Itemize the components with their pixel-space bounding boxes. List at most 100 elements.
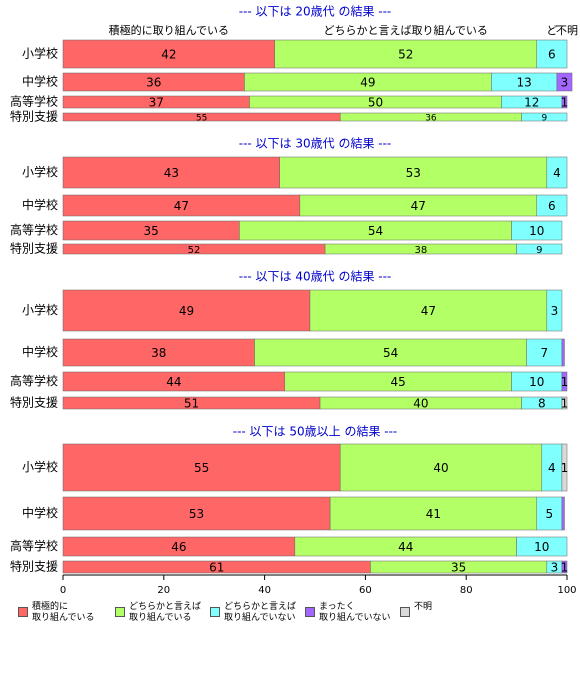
bar-segment bbox=[62, 443, 341, 492]
legend-label: 積極的に 取り組んでいる bbox=[32, 602, 95, 623]
bar-segment bbox=[329, 496, 538, 531]
x-tick-label: 100 bbox=[557, 585, 576, 596]
bar-segment bbox=[339, 443, 543, 492]
value-label: 44 bbox=[398, 540, 413, 554]
bar-segment bbox=[516, 243, 563, 255]
legend-swatch bbox=[115, 607, 125, 617]
value-label: 50 bbox=[368, 96, 383, 110]
value-label: 36 bbox=[146, 76, 161, 90]
value-label: 45 bbox=[391, 375, 406, 389]
category-label: 特別支援 bbox=[10, 241, 58, 256]
category-label: 高等学校 bbox=[10, 373, 58, 388]
panel-title: --- 以下は 30歳代 の結果 --- bbox=[239, 137, 392, 151]
x-tick-label: 40 bbox=[258, 585, 271, 596]
bar-segment bbox=[561, 496, 565, 531]
panel-title: --- 以下は 40歳代 の結果 --- bbox=[239, 270, 392, 284]
category-label: 中学校 bbox=[22, 344, 58, 359]
value-label: 55 bbox=[196, 114, 207, 124]
bar-segment bbox=[561, 338, 565, 367]
bar-segment bbox=[516, 536, 568, 557]
legend-label: まったく 取り組んでいない bbox=[319, 602, 391, 623]
value-label: 6 bbox=[548, 199, 556, 213]
x-tick-label: 60 bbox=[359, 585, 372, 596]
value-label: 47 bbox=[174, 199, 189, 213]
category-label: 中学校 bbox=[22, 197, 58, 212]
legend-item: どちらかと言えば 取り組んでいる bbox=[115, 602, 201, 624]
legend-item: 積極的に 取り組んでいる bbox=[18, 602, 95, 624]
value-label: 4 bbox=[548, 461, 556, 475]
value-label: 1 bbox=[561, 375, 569, 389]
legend-label: どちらかと言えば 取り組んでいる bbox=[129, 602, 202, 623]
column-header: どちらかと言えば取り組んでいる bbox=[323, 24, 487, 37]
x-tick-label: 20 bbox=[157, 585, 170, 596]
value-label: 51 bbox=[184, 397, 199, 411]
value-label: 12 bbox=[524, 96, 539, 110]
value-label: 5 bbox=[546, 507, 554, 521]
value-label: 4 bbox=[553, 166, 561, 180]
category-label: 中学校 bbox=[22, 505, 58, 520]
value-label: 47 bbox=[421, 304, 436, 318]
value-label: 3 bbox=[551, 304, 559, 318]
value-label: 35 bbox=[144, 224, 159, 238]
bar-segment bbox=[561, 95, 568, 109]
category-label: 小学校 bbox=[22, 459, 58, 474]
bar-segment bbox=[536, 194, 568, 217]
category-label: 特別支援 bbox=[10, 395, 58, 410]
value-label: 6 bbox=[548, 48, 556, 62]
bar-segment bbox=[561, 560, 568, 574]
value-label: 43 bbox=[164, 166, 179, 180]
value-label: 42 bbox=[161, 48, 176, 62]
bar-segment bbox=[254, 338, 527, 367]
value-label: 54 bbox=[383, 346, 398, 360]
bar-segment bbox=[62, 289, 311, 332]
legend-label: 不明 bbox=[414, 602, 433, 612]
value-label: 10 bbox=[534, 540, 549, 554]
value-label: 41 bbox=[426, 507, 441, 521]
value-label: 40 bbox=[413, 397, 428, 411]
value-label: 1 bbox=[561, 561, 569, 575]
value-label: 49 bbox=[179, 304, 194, 318]
category-label: 中学校 bbox=[22, 74, 58, 89]
bar-segment bbox=[546, 156, 568, 189]
value-label: 36 bbox=[425, 114, 437, 124]
bar-segment bbox=[279, 156, 548, 189]
bar-segment bbox=[561, 371, 568, 392]
column-header: ど bbox=[546, 24, 557, 37]
bar-segment bbox=[274, 39, 538, 69]
value-label: 47 bbox=[411, 199, 426, 213]
value-label: 3 bbox=[551, 561, 559, 575]
legend-item: どちらかと言えば 取り組んでいない bbox=[210, 602, 296, 624]
category-label: 小学校 bbox=[22, 302, 58, 317]
bar-segment bbox=[561, 396, 568, 410]
value-label: 1 bbox=[561, 96, 569, 110]
legend: 積極的に 取り組んでいる どちらかと言えば 取り組んでいる どちらかと言えば 取り組… bbox=[0, 602, 580, 642]
value-label: 40 bbox=[433, 461, 448, 475]
value-label: 46 bbox=[171, 540, 186, 554]
value-label: 10 bbox=[529, 224, 544, 238]
legend-item: 不明 bbox=[400, 602, 433, 617]
value-label: 53 bbox=[406, 166, 421, 180]
value-label: 44 bbox=[166, 375, 181, 389]
panel-title: --- 以下は 20歳代 の結果 --- bbox=[239, 5, 392, 19]
panel-title: --- 以下は 50歳以上 の結果 --- bbox=[233, 425, 398, 439]
category-label: 高等学校 bbox=[10, 538, 58, 553]
column-header: 積極的に取り組んでいる bbox=[109, 23, 229, 37]
bar-segment bbox=[546, 289, 563, 332]
bar-segment bbox=[561, 443, 568, 492]
value-label: 13 bbox=[517, 76, 532, 90]
value-label: 9 bbox=[536, 245, 542, 256]
value-label: 7 bbox=[540, 346, 548, 360]
category-label: 高等学校 bbox=[10, 222, 58, 237]
value-label: 54 bbox=[368, 224, 383, 238]
value-label: 53 bbox=[189, 507, 204, 521]
category-label: 小学校 bbox=[22, 46, 58, 61]
value-label: 38 bbox=[151, 346, 166, 360]
legend-swatch bbox=[210, 607, 220, 617]
value-label: 8 bbox=[538, 397, 546, 411]
bar-segment bbox=[521, 112, 568, 122]
value-label: 9 bbox=[541, 114, 547, 124]
legend-item: まったく 取り組んでいない bbox=[305, 602, 391, 624]
category-label: 特別支援 bbox=[10, 559, 58, 574]
